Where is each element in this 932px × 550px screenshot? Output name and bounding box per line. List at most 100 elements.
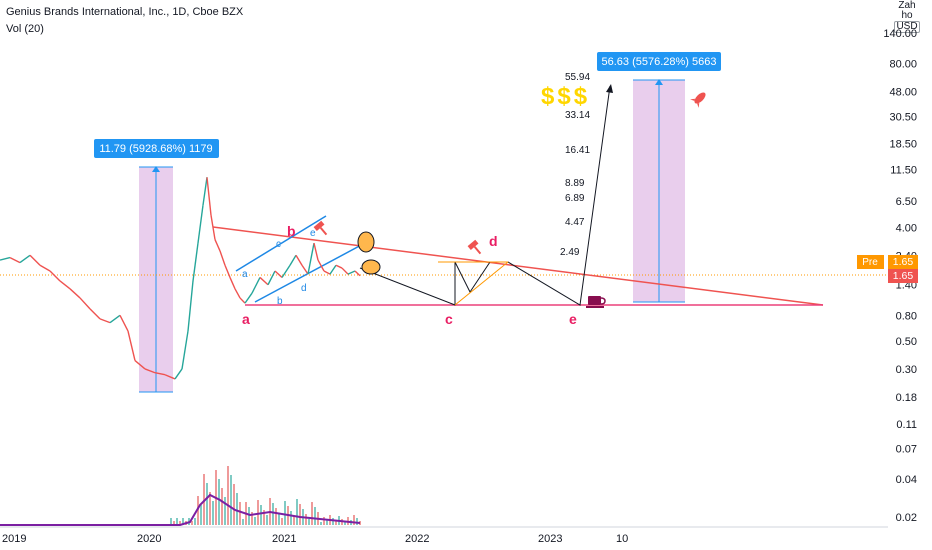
volume-bar	[239, 502, 241, 525]
wave-label-d: d	[489, 233, 498, 249]
volume-bar	[191, 521, 193, 525]
wave-label-b: b	[287, 223, 296, 239]
price-segment	[239, 297, 246, 304]
y-tick-label: 0.30	[896, 364, 917, 376]
projection-arrowhead	[606, 84, 613, 93]
price-segment	[267, 270, 276, 286]
volume-bar	[308, 519, 310, 525]
x-tick-label: 2019	[2, 533, 26, 545]
y-tick-label: 0.50	[896, 336, 917, 348]
volume-bar	[251, 512, 253, 525]
currency-label: USD	[894, 21, 920, 33]
measure-label-1: 11.79 (5928.68%) 1179	[99, 143, 212, 155]
price-segment	[9, 256, 21, 264]
x-tick-label: 2022	[405, 533, 429, 545]
volume-bar	[179, 521, 181, 525]
wave-label-c: c	[445, 311, 453, 327]
volume-bar	[182, 518, 184, 525]
volume-bar	[323, 517, 325, 525]
orange-ellipse-1	[357, 231, 375, 253]
projection-level: 55.94	[565, 72, 590, 83]
volume-bar	[176, 518, 178, 525]
price-segment	[234, 288, 241, 299]
price-segment	[206, 177, 212, 216]
y-tick-label: 48.00	[889, 87, 917, 99]
volume-bar	[230, 475, 232, 525]
subwave-label-d: d	[301, 283, 307, 294]
volume-bar	[305, 514, 307, 525]
volume-bar	[320, 522, 322, 525]
y-tick-label: 6.50	[896, 196, 917, 208]
coffee-cup-icon	[586, 296, 606, 308]
volume-bar	[296, 499, 298, 525]
volume-bar	[197, 496, 199, 525]
price-segment	[214, 239, 221, 252]
y-axis[interactable]: 140.0080.0048.0030.5018.5011.506.504.002…	[883, 28, 917, 524]
volume-bar	[344, 522, 346, 525]
x-tick-label: 2021	[272, 533, 296, 545]
projection-level: 33.14	[565, 110, 590, 121]
volume-bar	[221, 488, 223, 525]
price-segment	[69, 288, 81, 299]
y-tick-label: 0.04	[896, 474, 917, 486]
price-segment	[197, 205, 204, 244]
volume-bar	[263, 510, 265, 525]
volume-bar	[203, 474, 205, 525]
price-segment	[39, 264, 51, 272]
volume-indicator-label: Vol (20)	[6, 23, 44, 35]
price-segment	[99, 318, 111, 324]
pre-tag-value-bg	[888, 255, 918, 269]
price-segment	[335, 264, 343, 269]
price-segment	[127, 330, 136, 361]
price-segment	[164, 374, 176, 380]
volume-bar	[200, 505, 202, 525]
price-segment	[134, 359, 146, 370]
currency-selector[interactable]: Zah ho USD	[892, 1, 922, 33]
price-segment	[317, 259, 325, 272]
volume-bar	[242, 519, 244, 525]
volume-bar	[299, 504, 301, 525]
measure-arrowhead-2020	[152, 166, 160, 172]
subwave-label-c: c	[276, 239, 281, 250]
x-axis[interactable]: 2019 2020 2021 2022 2023 10	[2, 533, 628, 545]
volume-bar	[212, 501, 214, 525]
rocket-icon	[690, 92, 706, 108]
price-segment	[341, 267, 349, 275]
volume-bar	[311, 502, 313, 525]
measure-label-bg-2	[597, 52, 721, 71]
volume-bar	[206, 483, 208, 525]
price-segment	[301, 264, 309, 275]
volume-ma-line	[0, 493, 361, 526]
volume-bar	[233, 484, 235, 525]
y-tick-label: 18.50	[889, 139, 917, 151]
volume-bar	[284, 501, 286, 525]
channel-lower	[254, 242, 366, 303]
volume-bar	[248, 507, 250, 525]
volume-series	[0, 466, 361, 526]
volume-bar	[272, 503, 274, 525]
volume-bar	[278, 513, 280, 525]
y-tick-label: 140.00	[883, 28, 917, 40]
price-segment	[259, 276, 269, 286]
last-price-tag-bg	[888, 269, 918, 283]
price-segment	[210, 215, 216, 240]
price-segment	[229, 277, 236, 290]
volume-bar	[194, 518, 196, 525]
chart-title: Genius Brands International, Inc., 1D, C…	[6, 6, 244, 18]
price-segment	[174, 368, 183, 380]
y-tick-label: 4.00	[896, 222, 917, 234]
price-segment	[274, 270, 283, 278]
price-segment	[244, 292, 253, 304]
subwave-label-e: e	[310, 228, 316, 239]
y-tick-label: 0.07	[896, 444, 917, 456]
price-segment	[323, 270, 331, 275]
price-segment	[187, 280, 194, 332]
price-segment	[347, 270, 356, 275]
y-tick-label: 0.18	[896, 392, 917, 404]
subwave-label-a: a	[242, 269, 248, 280]
volume-bar	[266, 515, 268, 525]
measure-arrowhead-2023	[655, 79, 663, 85]
volume-bar	[353, 515, 355, 525]
price-segment	[313, 242, 319, 261]
